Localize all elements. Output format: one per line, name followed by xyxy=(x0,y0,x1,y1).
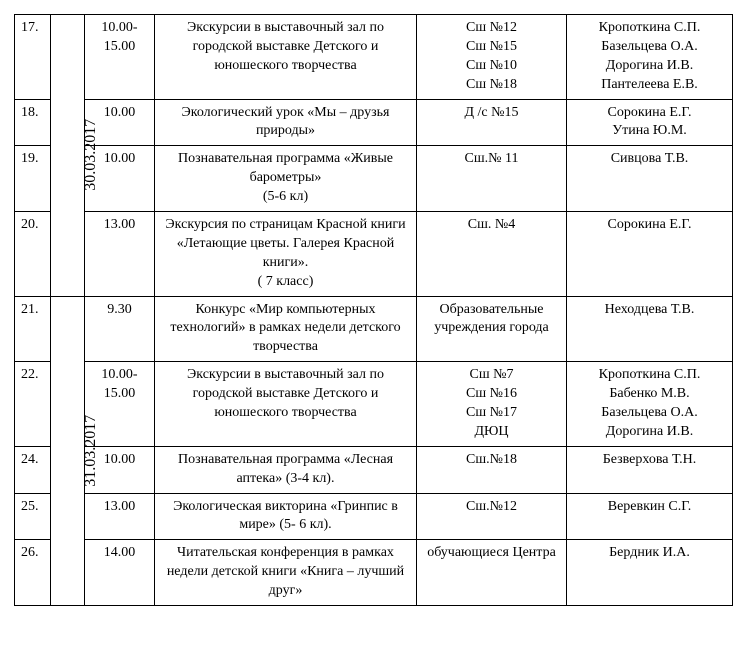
cell-responsible: Неходцева Т.В. xyxy=(567,296,733,362)
cell-event: Читательская конференция в рамках недели… xyxy=(155,540,417,606)
cell-num: 25. xyxy=(15,493,51,540)
cell-time: 9.30 xyxy=(85,296,155,362)
cell-num: 19. xyxy=(15,146,51,212)
cell-place: Сш №7Сш №16Сш №17ДЮЦ xyxy=(417,362,567,447)
cell-num: 17. xyxy=(15,15,51,100)
cell-event: Экскурсия по страницам Красной книги «Ле… xyxy=(155,212,417,297)
cell-responsible: Веревкин С.Г. xyxy=(567,493,733,540)
cell-num: 24. xyxy=(15,446,51,493)
cell-num: 26. xyxy=(15,540,51,606)
date-vertical: 30.03.2017 xyxy=(80,119,102,191)
table-row: 17. 30.03.2017 10.00-15.00 Экскурсии в в… xyxy=(15,15,733,100)
cell-event: Конкурс «Мир компьютерных технологий» в … xyxy=(155,296,417,362)
table-row: 20. 13.00 Экскурсия по страницам Красной… xyxy=(15,212,733,297)
cell-num: 21. xyxy=(15,296,51,362)
cell-responsible: Кропоткина С.П.Базельцева О.А.Дорогина И… xyxy=(567,15,733,100)
cell-num: 20. xyxy=(15,212,51,297)
cell-time: 13.00 xyxy=(85,212,155,297)
cell-responsible: Безверхова Т.Н. xyxy=(567,446,733,493)
cell-place: Сш.№18 xyxy=(417,446,567,493)
cell-place: Сш №12Сш №15Сш №10Сш №18 xyxy=(417,15,567,100)
cell-num: 18. xyxy=(15,99,51,146)
table-row: 22. 10.00-15.00 Экскурсии в выставочный … xyxy=(15,362,733,447)
cell-responsible: Кропоткина С.П.Бабенко М.В.Базельцева О.… xyxy=(567,362,733,447)
cell-responsible: Сорокина Е.Г. xyxy=(567,212,733,297)
schedule-table: 17. 30.03.2017 10.00-15.00 Экскурсии в в… xyxy=(14,14,733,606)
cell-responsible: Бердник И.А. xyxy=(567,540,733,606)
table-row: 18. 10.00 Экологический урок «Мы – друзь… xyxy=(15,99,733,146)
table-row: 25. 13.00 Экологическая викторина «Гринп… xyxy=(15,493,733,540)
cell-place: Сш. №4 xyxy=(417,212,567,297)
table-row: 19. 10.00 Познавательная программа «Живы… xyxy=(15,146,733,212)
cell-time: 13.00 xyxy=(85,493,155,540)
cell-time: 10.00-15.00 xyxy=(85,15,155,100)
cell-time: 14.00 xyxy=(85,540,155,606)
cell-place: Сш.№ 11 xyxy=(417,146,567,212)
cell-event: Экологическая викторина «Гринпис в мире»… xyxy=(155,493,417,540)
cell-responsible: Сорокина Е.Г.Утина Ю.М. xyxy=(567,99,733,146)
table-row: 21. 31.03.2017 9.30 Конкурс «Мир компьют… xyxy=(15,296,733,362)
table-row: 26. 14.00 Читательская конференция в рам… xyxy=(15,540,733,606)
table-body: 17. 30.03.2017 10.00-15.00 Экскурсии в в… xyxy=(15,15,733,606)
table-row: 24. 10.00 Познавательная программа «Лесн… xyxy=(15,446,733,493)
cell-place: Сш.№12 xyxy=(417,493,567,540)
cell-event: Экскурсии в выставочный зал по городской… xyxy=(155,362,417,447)
cell-date: 31.03.2017 xyxy=(51,296,85,605)
cell-event: Познавательная программа «Живые барометр… xyxy=(155,146,417,212)
cell-event: Экологический урок «Мы – друзья природы» xyxy=(155,99,417,146)
cell-event: Экскурсии в выставочный зал по городской… xyxy=(155,15,417,100)
cell-place: Образовательные учреждения города xyxy=(417,296,567,362)
cell-date: 30.03.2017 xyxy=(51,15,85,297)
date-vertical: 31.03.2017 xyxy=(80,415,102,487)
cell-num: 22. xyxy=(15,362,51,447)
cell-responsible: Сивцова Т.В. xyxy=(567,146,733,212)
cell-place: обучающиеся Центра xyxy=(417,540,567,606)
cell-place: Д /с №15 xyxy=(417,99,567,146)
cell-event: Познавательная программа «Лесная аптека»… xyxy=(155,446,417,493)
